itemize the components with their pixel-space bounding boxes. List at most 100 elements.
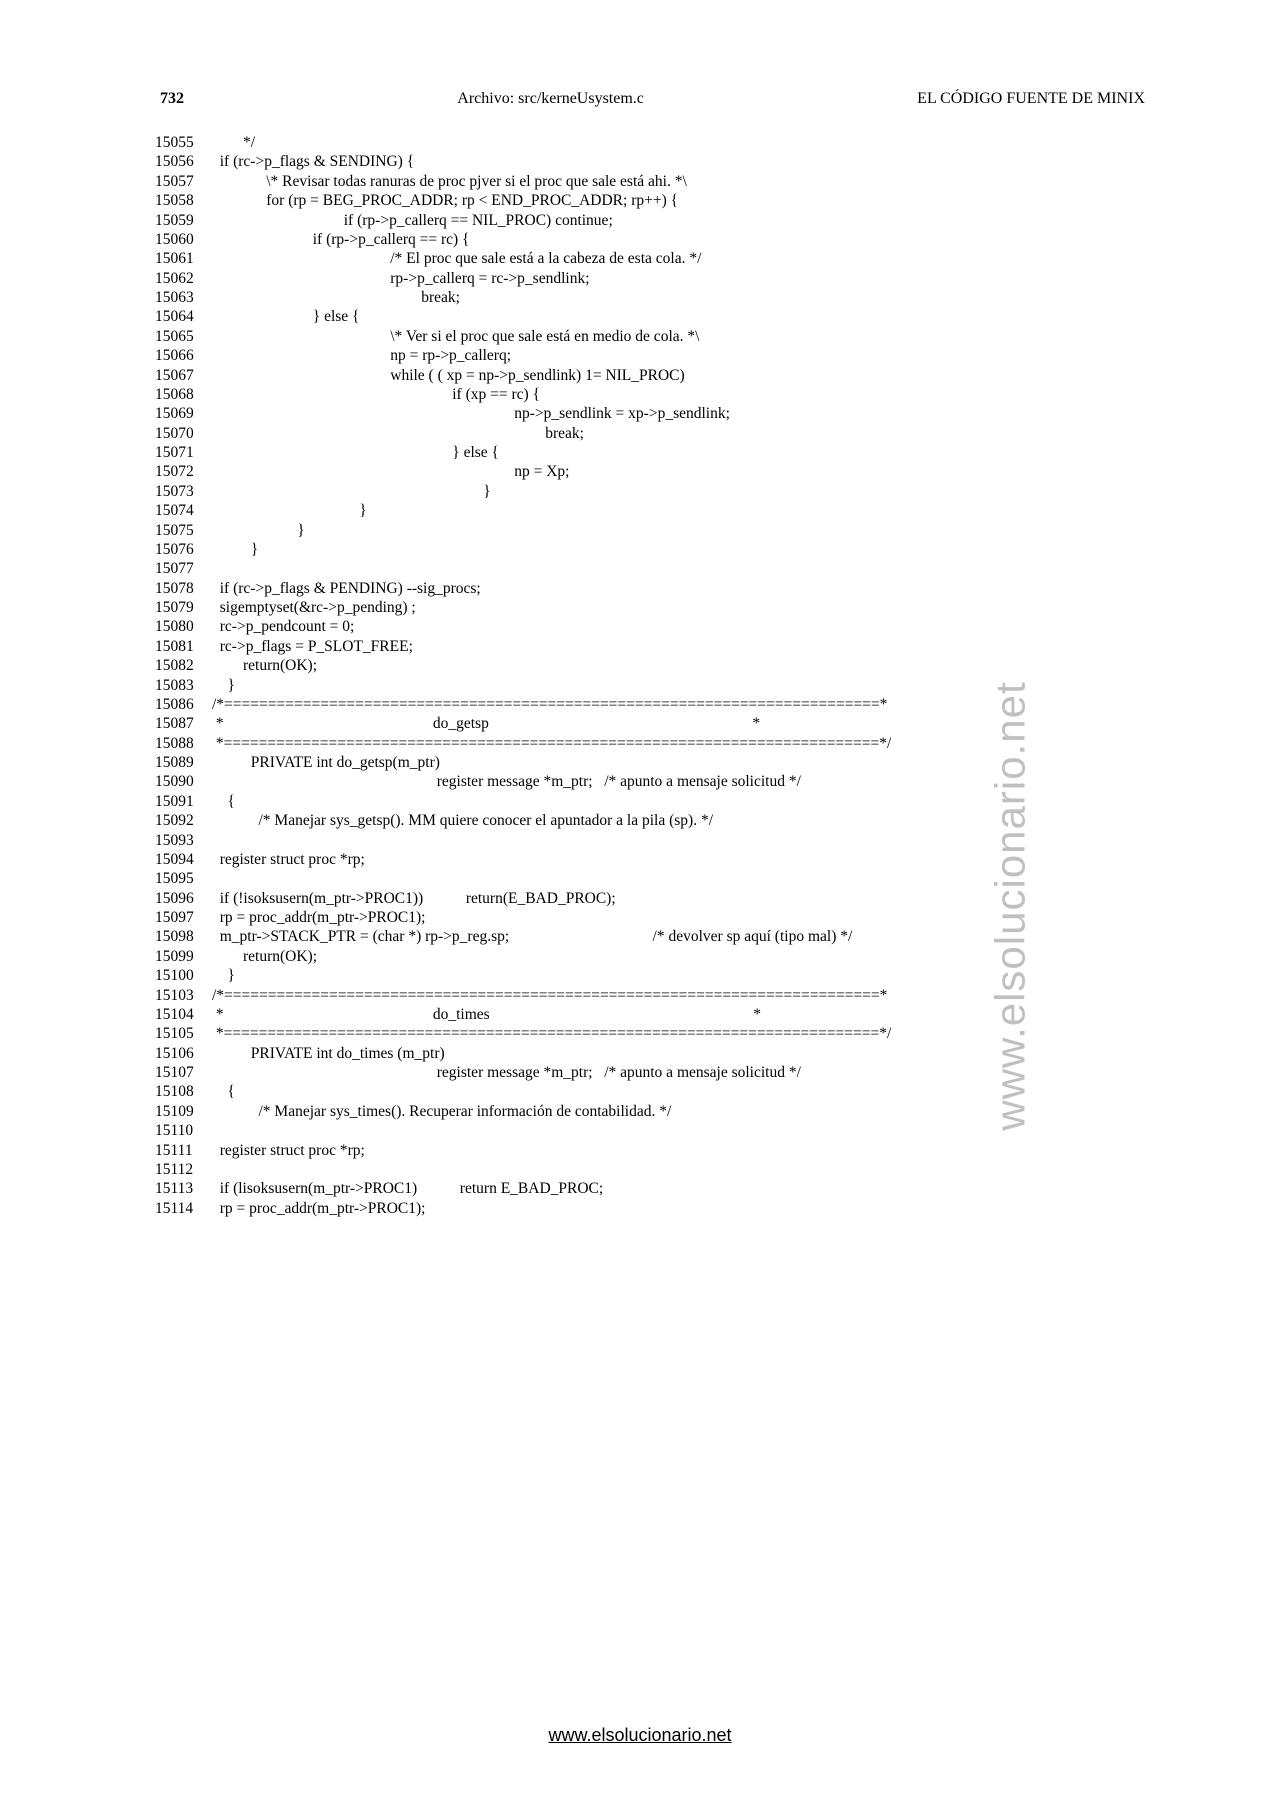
line-number: 15055 — [150, 133, 212, 152]
line-number: 15073 — [150, 482, 212, 501]
code-line: 15081 rc->p_flags = P_SLOT_FREE; — [150, 637, 1150, 656]
line-content: } — [212, 540, 1150, 559]
line-number: 15106 — [150, 1044, 212, 1063]
line-number: 15114 — [150, 1199, 212, 1218]
line-content: } — [212, 521, 1150, 540]
code-line: 15058 for (rp = BEG_PROC_ADDR; rp < END_… — [150, 191, 1150, 210]
page-number: 732 — [160, 90, 184, 108]
line-content: if (rp->p_callerq == rc) { — [212, 230, 1150, 249]
line-number: 15066 — [150, 346, 212, 365]
code-line: 15076 } — [150, 540, 1150, 559]
line-number: 15072 — [150, 462, 212, 481]
code-line: 15057 \* Revisar todas ranuras de proc p… — [150, 172, 1150, 191]
line-number: 15062 — [150, 269, 212, 288]
line-number: 15107 — [150, 1063, 212, 1082]
line-content: /* El proc que sale está a la cabeza de … — [212, 249, 1150, 268]
line-number: 15113 — [150, 1179, 212, 1198]
line-number: 15083 — [150, 676, 212, 695]
line-number: 15079 — [150, 598, 212, 617]
code-line: 15112 — [150, 1160, 1150, 1179]
line-number: 15082 — [150, 656, 212, 675]
line-number: 15060 — [150, 230, 212, 249]
line-content: for (rp = BEG_PROC_ADDR; rp < END_PROC_A… — [212, 191, 1150, 210]
line-number: 15108 — [150, 1082, 212, 1101]
line-content: if (lisoksusern(m_ptr->PROC1) return E_B… — [212, 1179, 1150, 1198]
code-line: 15077 — [150, 559, 1150, 578]
line-number: 15059 — [150, 211, 212, 230]
line-content: \* Revisar todas ranuras de proc pjver s… — [212, 172, 1150, 191]
line-number: 15074 — [150, 501, 212, 520]
line-number: 15076 — [150, 540, 212, 559]
code-line: 15059 if (rp->p_callerq == NIL_PROC) con… — [150, 211, 1150, 230]
line-number: 15061 — [150, 249, 212, 268]
code-line: 15067 while ( ( xp = np->p_sendlink) 1= … — [150, 366, 1150, 385]
line-number: 15093 — [150, 831, 212, 850]
line-number: 15104 — [150, 1005, 212, 1024]
footer-link: www.elsolucionario.net — [548, 1725, 731, 1746]
code-line: 15072 np = Xp; — [150, 462, 1150, 481]
code-line: 15061 /* El proc que sale está a la cabe… — [150, 249, 1150, 268]
line-number: 15090 — [150, 772, 212, 791]
code-line: 15114 rp = proc_addr(m_ptr->PROC1); — [150, 1199, 1150, 1218]
code-line: 15065 \* Ver si el proc que sale está en… — [150, 327, 1150, 346]
line-number: 15064 — [150, 307, 212, 326]
line-number: 15077 — [150, 559, 212, 578]
line-number: 15069 — [150, 404, 212, 423]
line-number: 15057 — [150, 172, 212, 191]
header-center-title: Archivo: src/kerneUsystem.c — [457, 90, 644, 108]
code-line: 15070 break; — [150, 424, 1150, 443]
line-number: 15094 — [150, 850, 212, 869]
line-number: 15109 — [150, 1102, 212, 1121]
line-number: 15091 — [150, 792, 212, 811]
watermark-text: www.elsolucionario.net — [986, 681, 1034, 1130]
code-line: 15055 */ — [150, 133, 1150, 152]
line-number: 15099 — [150, 947, 212, 966]
line-number: 15100 — [150, 966, 212, 985]
line-content: } — [212, 482, 1150, 501]
line-number: 15068 — [150, 385, 212, 404]
line-number: 15065 — [150, 327, 212, 346]
line-number: 15075 — [150, 521, 212, 540]
line-content: } — [212, 501, 1150, 520]
code-line: 15071 } else { — [150, 443, 1150, 462]
line-content: break; — [212, 288, 1150, 307]
line-content: \* Ver si el proc que sale está en medio… — [212, 327, 1150, 346]
line-content: while ( ( xp = np->p_sendlink) 1= NIL_PR… — [212, 366, 1150, 385]
code-line: 15056 if (rc->p_flags & SENDING) { — [150, 152, 1150, 171]
line-content: break; — [212, 424, 1150, 443]
line-number: 15110 — [150, 1121, 212, 1140]
code-line: 15063 break; — [150, 288, 1150, 307]
line-content: rp->p_callerq = rc->p_sendlink; — [212, 269, 1150, 288]
code-line: 15080 rc->p_pendcount = 0; — [150, 617, 1150, 636]
line-number: 15088 — [150, 734, 212, 753]
code-line: 15060 if (rp->p_callerq == rc) { — [150, 230, 1150, 249]
line-number: 15112 — [150, 1160, 212, 1179]
line-content: rc->p_pendcount = 0; — [212, 617, 1150, 636]
code-line: 15111 register struct proc *rp; — [150, 1141, 1150, 1160]
line-number: 15111 — [150, 1141, 212, 1160]
line-content: register struct proc *rp; — [212, 1141, 1150, 1160]
line-number: 15063 — [150, 288, 212, 307]
code-line: 15075 } — [150, 521, 1150, 540]
line-content: np = Xp; — [212, 462, 1150, 481]
line-number: 15095 — [150, 869, 212, 888]
line-content: if (rc->p_flags & SENDING) { — [212, 152, 1150, 171]
code-line: 15082 return(OK); — [150, 656, 1150, 675]
line-number: 15105 — [150, 1024, 212, 1043]
line-number: 15096 — [150, 889, 212, 908]
line-number: 15103 — [150, 986, 212, 1005]
line-content: if (rc->p_flags & PENDING) --sig_procs; — [212, 579, 1150, 598]
line-content — [212, 559, 1150, 578]
line-number: 15071 — [150, 443, 212, 462]
line-content — [212, 1160, 1150, 1179]
line-number: 15087 — [150, 714, 212, 733]
code-line: 15113 if (lisoksusern(m_ptr->PROC1) retu… — [150, 1179, 1150, 1198]
code-line: 15069 np->p_sendlink = xp->p_sendlink; — [150, 404, 1150, 423]
code-line: 15073 } — [150, 482, 1150, 501]
code-line: 15078 if (rc->p_flags & PENDING) --sig_p… — [150, 579, 1150, 598]
line-content: */ — [212, 133, 1150, 152]
line-number: 15056 — [150, 152, 212, 171]
line-number: 15078 — [150, 579, 212, 598]
line-number: 15097 — [150, 908, 212, 927]
code-line: 15066 np = rp->p_callerq; — [150, 346, 1150, 365]
